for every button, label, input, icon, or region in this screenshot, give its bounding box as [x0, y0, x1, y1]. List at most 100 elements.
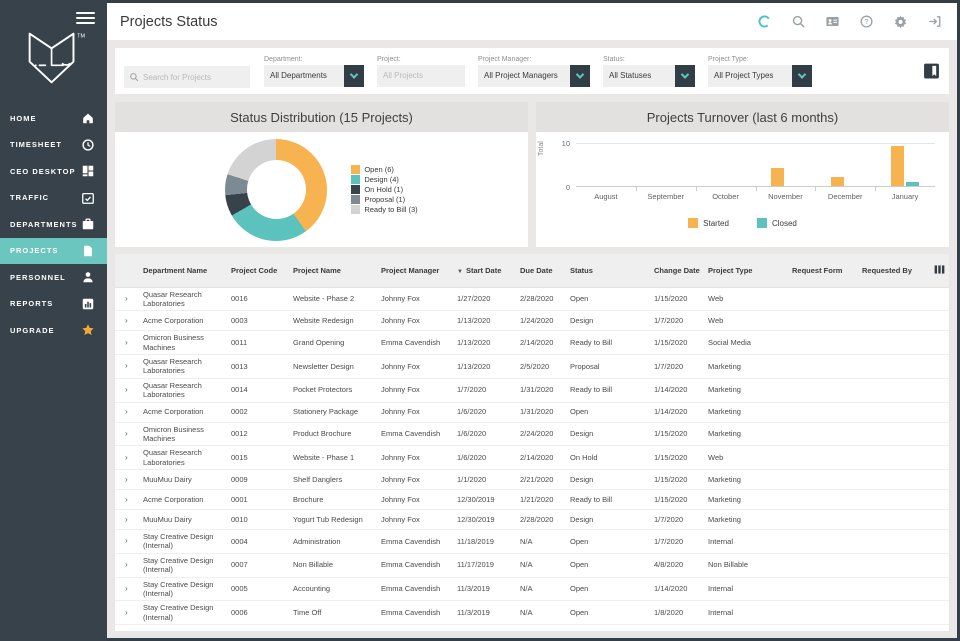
legend-swatch: [351, 195, 361, 204]
y-axis-label: Total: [538, 141, 545, 156]
sidebar: TM HOME TIMESHEET CEO DESKTOP TRAFFIC DEPART…: [0, 0, 107, 641]
cell-project-manager: Emma Cavendish: [377, 529, 453, 554]
column-header-project-manager[interactable]: Project Manager: [377, 254, 453, 288]
expand-row-chevron[interactable]: ›: [115, 553, 139, 578]
expand-row-chevron[interactable]: ›: [115, 310, 139, 332]
expand-row-chevron[interactable]: ›: [115, 445, 139, 470]
hamburger-menu-icon[interactable]: [76, 9, 95, 27]
expand-row-chevron[interactable]: ›: [115, 402, 139, 423]
settings-icon[interactable]: [893, 14, 908, 29]
cell-start-date: 11/3/2019: [453, 577, 516, 602]
cell-project-code: 0007: [227, 553, 289, 578]
search-icon[interactable]: [791, 14, 806, 29]
expand-row-chevron[interactable]: ›: [115, 577, 139, 602]
sidebar-item-ceo-desktop[interactable]: CEO DESKTOP: [0, 158, 107, 185]
cell-start-date: 1/13/2020: [453, 354, 516, 379]
table-row[interactable]: › Quasar Research Laboratories 0014 Pocket …: [115, 378, 949, 403]
bar-chart: 0 10 Total August September October November De…: [536, 132, 949, 247]
table-row[interactable]: › Stay Creative Design (Internal) 0005 Acco…: [115, 577, 949, 602]
cell-department-name: Acme Corporation: [139, 402, 227, 423]
table-row[interactable]: › Quasar Research Laboratories 0013 Newslet…: [115, 354, 949, 379]
sidebar-item-projects[interactable]: PROJECTS: [0, 237, 107, 264]
project-manager-select[interactable]: All Project Managers: [478, 64, 590, 87]
chevron-down-icon[interactable]: [570, 64, 590, 87]
help-icon[interactable]: ?: [859, 14, 874, 29]
cell-department-name: Quasar Research Laboratories: [139, 378, 227, 403]
column-header-due-date[interactable]: Due Date: [516, 254, 566, 288]
sidebar-item-upgrade[interactable]: UPGRADE: [0, 317, 107, 344]
table-row[interactable]: › Acme Corporation 0003 Website Redesign Joh…: [115, 310, 949, 332]
cell-request-form: [788, 509, 858, 530]
sidebar-item-traffic[interactable]: TRAFFIC: [0, 185, 107, 212]
expand-row-chevron[interactable]: ›: [115, 600, 139, 625]
cell-project-name: Stationery Package: [289, 402, 377, 423]
sidebar-item-departments[interactable]: DEPARTMENTS: [0, 211, 107, 238]
cell-project-type: Marketing: [704, 354, 788, 379]
expand-row-chevron[interactable]: ›: [115, 489, 139, 510]
sidebar-item-home[interactable]: HOME: [0, 105, 107, 132]
expand-row-chevron[interactable]: ›: [115, 422, 139, 447]
briefcase-icon: [81, 217, 95, 231]
column-header-project-name[interactable]: Project Name: [289, 254, 377, 288]
expand-row-chevron[interactable]: ›: [115, 529, 139, 554]
chevron-down-icon[interactable]: [792, 64, 812, 87]
project-type-select[interactable]: All Project Types: [708, 64, 812, 87]
department-select[interactable]: All Departments: [264, 64, 364, 87]
table-row[interactable]: › Stay Creative Design (Internal) 0006 Time…: [115, 600, 949, 625]
closed-bar-january: [906, 181, 920, 186]
sidebar-item-timesheet[interactable]: TIMESHEET: [0, 132, 107, 159]
table-row[interactable]: › Quasar Research Laboratories 0015 Website…: [115, 445, 949, 470]
sync-icon[interactable]: [757, 14, 772, 29]
expand-row-chevron[interactable]: ›: [115, 287, 139, 312]
cell-spacer: [925, 489, 949, 510]
status-select[interactable]: All Statuses: [603, 64, 695, 87]
logout-icon[interactable]: [927, 14, 942, 29]
projects-table-panel: Department Name Project Code Project Name P…: [115, 254, 949, 631]
sidebar-item-reports[interactable]: REPORTS: [0, 291, 107, 318]
table-row[interactable]: › MuuMuu Dairy 0010 Yogurt Tub Redesign John…: [115, 509, 949, 530]
cell-spacer: [925, 378, 949, 403]
table-row[interactable]: › Acme Corporation 0002 Stationery Package J…: [115, 402, 949, 423]
projects-turnover-panel: Projects Turnover (last 6 months) 0 10 Tot…: [536, 102, 949, 247]
project-select[interactable]: All Projects: [377, 64, 465, 87]
table-row[interactable]: › Stay Creative Design (Internal) 0004 Admi…: [115, 529, 949, 554]
column-header-request-form[interactable]: Request Form: [788, 254, 858, 288]
contacts-icon[interactable]: [825, 14, 840, 29]
table-row[interactable]: › Stay Creative Design (Internal) 0007 Non …: [115, 553, 949, 578]
cell-project-code: 0010: [227, 509, 289, 530]
expand-row-chevron[interactable]: ›: [115, 378, 139, 403]
sidebar-item-personnel[interactable]: PERSONNEL: [0, 264, 107, 291]
column-header-department-name[interactable]: Department Name: [139, 254, 227, 288]
table-row[interactable]: › Quasar Research Laboratories 0016 Website…: [115, 287, 949, 312]
search-input[interactable]: [124, 66, 250, 88]
table-row[interactable]: › Acme Corporation 0001 Brochure Johnny Fox 1…: [115, 489, 949, 510]
column-header-status[interactable]: Status: [566, 254, 650, 288]
cell-change-date: 1/7/2020: [650, 529, 704, 554]
filter-bar: Department: All Departments Project: All…: [115, 48, 949, 94]
column-chooser-icon[interactable]: [925, 254, 949, 288]
expand-row-chevron[interactable]: ›: [115, 509, 139, 530]
svg-text:TM: TM: [77, 33, 85, 39]
cell-request-form: [788, 354, 858, 379]
cell-due-date: 2/14/2020: [516, 445, 566, 470]
expand-row-chevron[interactable]: ›: [115, 330, 139, 355]
bookmark-icon[interactable]: [923, 62, 940, 80]
column-header-project-type[interactable]: Project Type: [704, 254, 788, 288]
column-header-project-code[interactable]: Project Code: [227, 254, 289, 288]
x-tick-label: January: [891, 192, 919, 201]
expand-row-chevron[interactable]: ›: [115, 354, 139, 379]
table-row[interactable]: › Omicron Business Machines 0012 Product Br…: [115, 422, 949, 447]
column-header-change-date[interactable]: Change Date: [650, 254, 704, 288]
column-header-start-date[interactable]: ▼ Start Date: [453, 254, 516, 288]
x-tick-label: October: [712, 192, 739, 201]
chevron-down-icon[interactable]: [675, 64, 695, 87]
table-row[interactable]: › MuuMuu Dairy 0009 Shelf Danglers Johnny Fo…: [115, 469, 949, 490]
expand-row-chevron[interactable]: ›: [115, 469, 139, 490]
cell-spacer: [925, 469, 949, 490]
filter-project: Project: All Projects: [377, 56, 465, 87]
table-row[interactable]: › Omicron Business Machines 0011 Grand Open…: [115, 330, 949, 355]
legend-label: Design (4): [364, 175, 399, 184]
cell-project-type: Marketing: [704, 422, 788, 447]
chevron-down-icon[interactable]: [344, 64, 364, 87]
column-header-requested-by[interactable]: Requested By: [858, 254, 925, 288]
